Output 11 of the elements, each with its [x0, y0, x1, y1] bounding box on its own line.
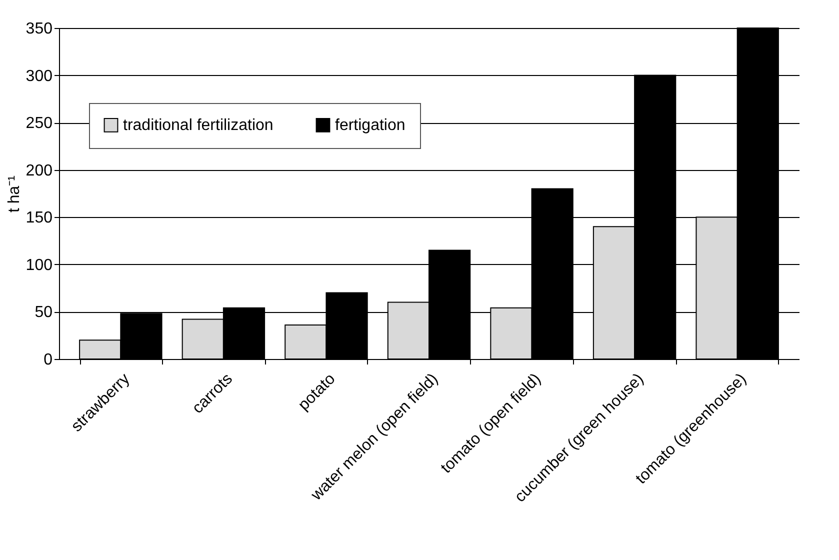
y-tick-label: 50: [34, 304, 53, 322]
y-tick-label: 250: [26, 115, 53, 132]
y-tick-label: 0: [44, 352, 53, 368]
y-axis-title: t ha⁻¹: [6, 175, 23, 213]
y-tick-label: 100: [26, 256, 53, 274]
y-tick-label: 300: [26, 68, 53, 85]
legend-label: fertigation: [335, 117, 406, 134]
y-tick-label: 350: [26, 20, 53, 38]
y-tick-label: 150: [26, 210, 53, 227]
legend-label: traditional fertilization: [123, 117, 274, 134]
y-tick-label: 200: [26, 162, 53, 180]
